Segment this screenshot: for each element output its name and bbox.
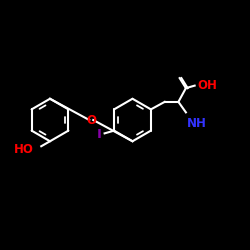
Text: OH: OH: [197, 79, 217, 92]
Text: HO: HO: [14, 144, 34, 156]
Text: O: O: [86, 114, 96, 126]
Text: NH: NH: [187, 118, 207, 130]
Text: I: I: [97, 128, 102, 141]
